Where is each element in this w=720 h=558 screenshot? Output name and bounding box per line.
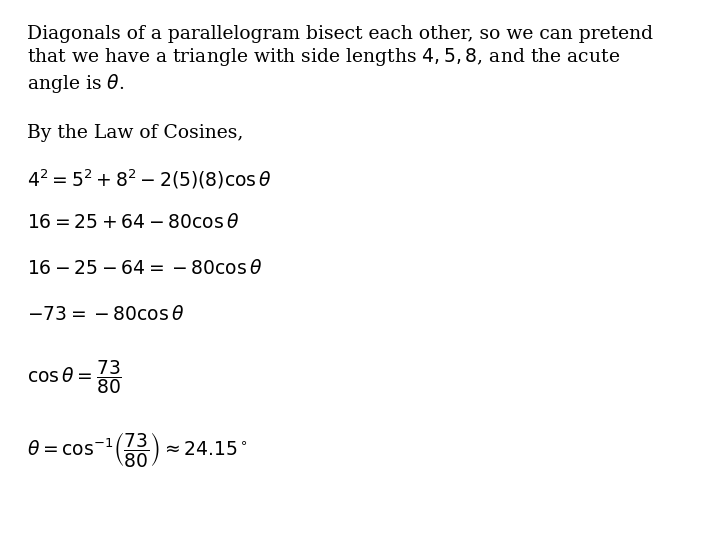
Text: $-73 = -80\cos\theta$: $-73 = -80\cos\theta$ [27,305,184,324]
Text: $16 - 25 - 64 = -80\cos\theta$: $16 - 25 - 64 = -80\cos\theta$ [27,259,263,278]
Text: $\cos\theta = \dfrac{73}{80}$: $\cos\theta = \dfrac{73}{80}$ [27,358,122,396]
Text: $4^2 = 5^2 + 8^2 - 2(5)(8)\cos\theta$: $4^2 = 5^2 + 8^2 - 2(5)(8)\cos\theta$ [27,167,272,191]
Text: $16 = 25 + 64 - 80\cos\theta$: $16 = 25 + 64 - 80\cos\theta$ [27,213,240,232]
Text: By the Law of Cosines,: By the Law of Cosines, [27,124,244,142]
Text: Diagonals of a parallelogram bisect each other, so we can pretend
that we have a: Diagonals of a parallelogram bisect each… [27,25,653,95]
Text: $\theta = \cos^{-1}\!\left(\dfrac{73}{80}\right) \approx 24.15^\circ$: $\theta = \cos^{-1}\!\left(\dfrac{73}{80… [27,430,248,469]
